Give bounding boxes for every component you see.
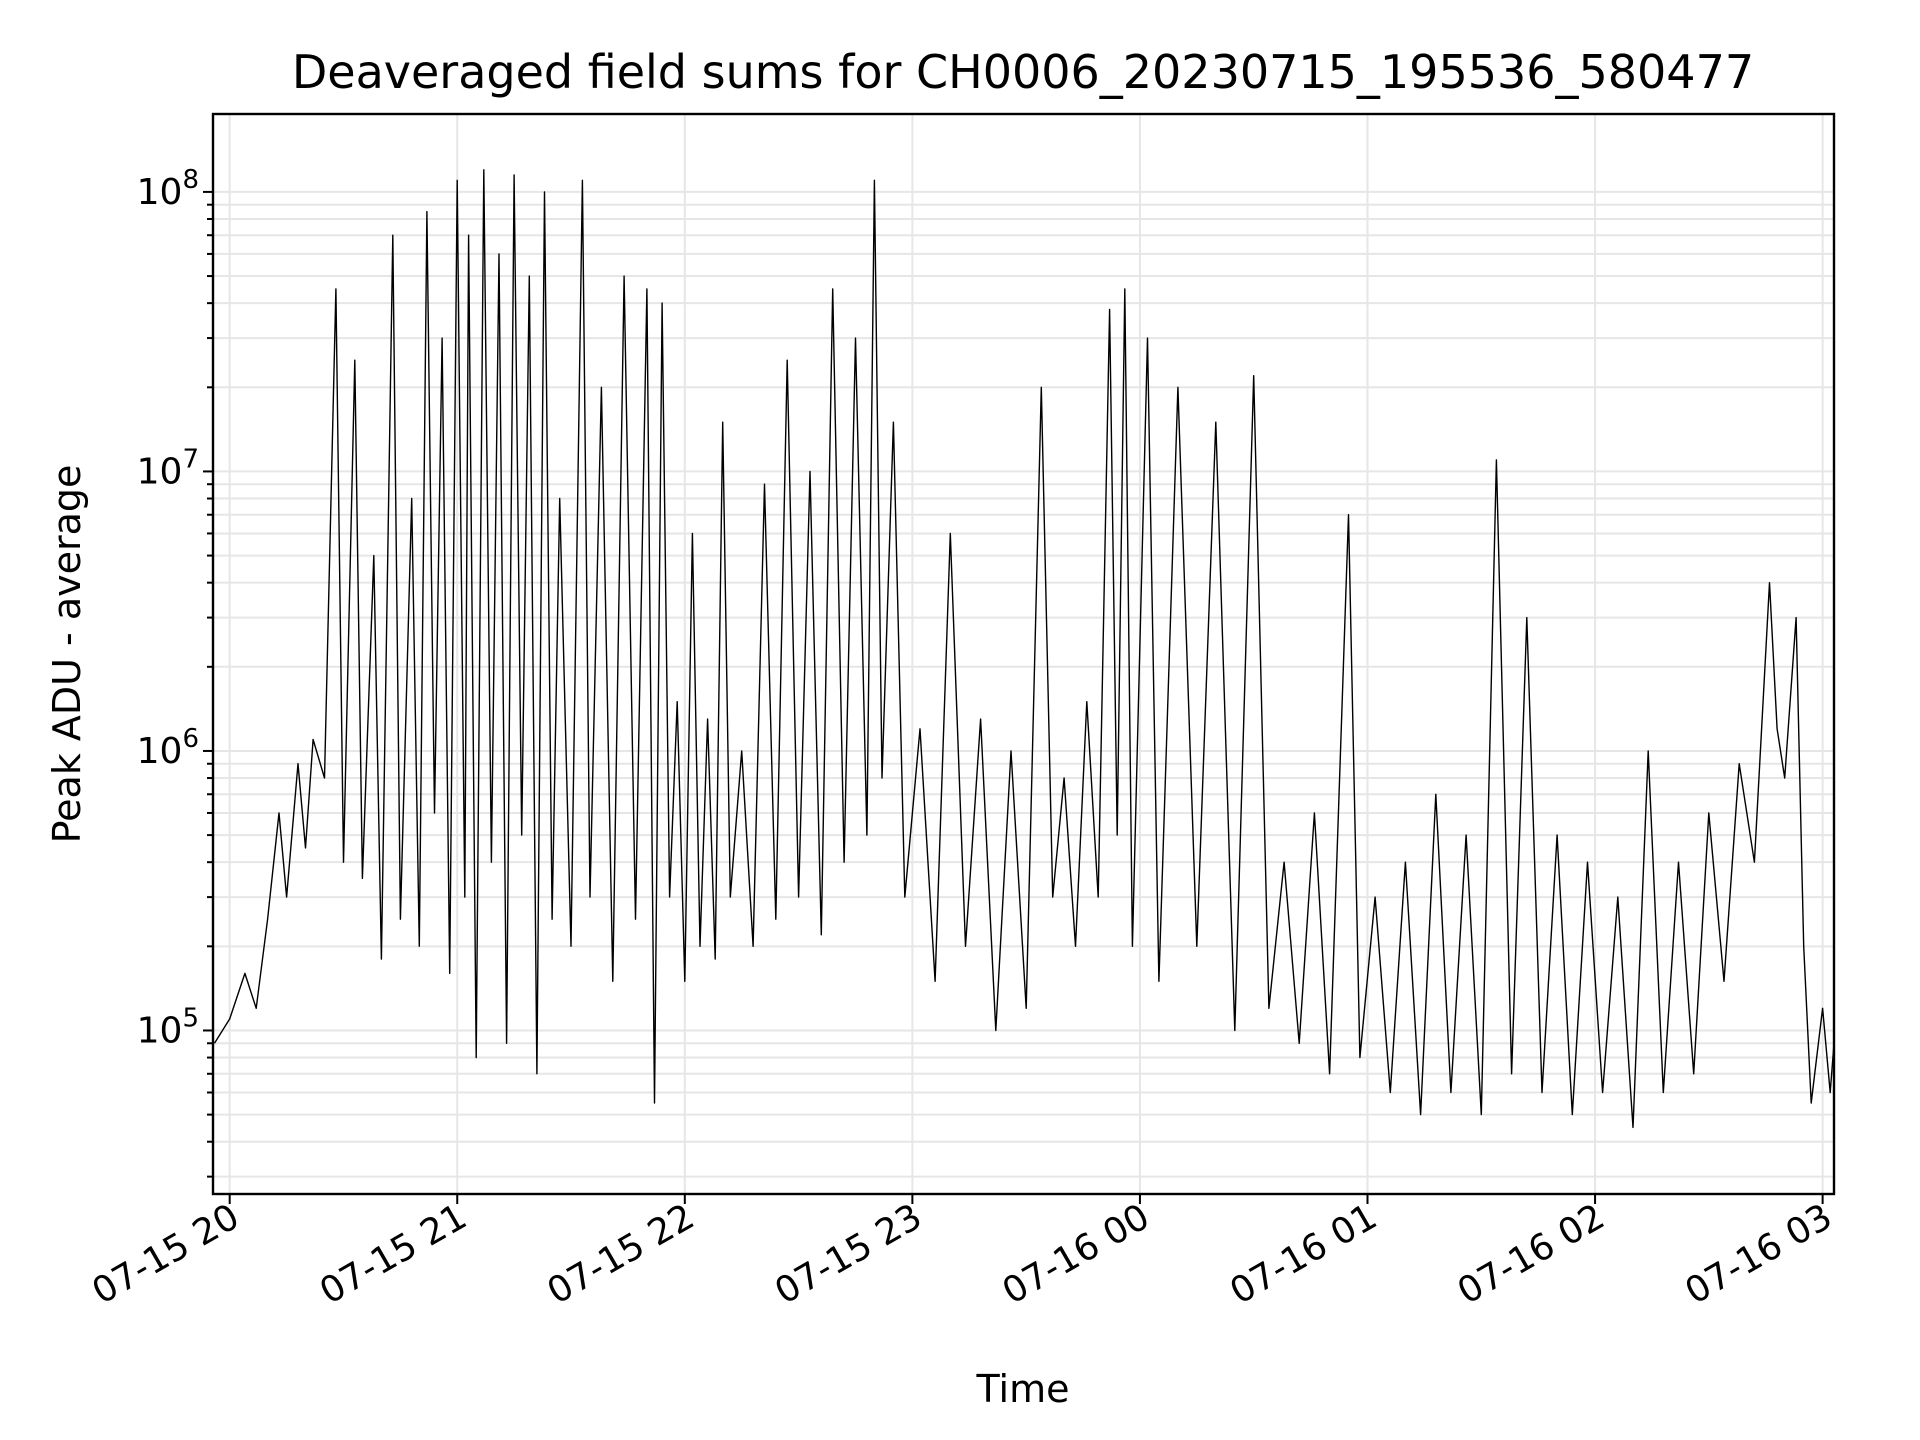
y-tick-label: 108 (137, 165, 199, 213)
grid (213, 114, 1834, 1194)
x-tick-label: 07-15 20 (86, 1196, 247, 1312)
plot-frame (211, 112, 1836, 1196)
series-line (213, 169, 1835, 1129)
y-axis-label: Peak ADU - average (45, 465, 89, 844)
x-tick-label: 07-16 03 (1678, 1196, 1839, 1312)
y-tick-label: 106 (137, 724, 199, 772)
y-tick-label: 105 (137, 1003, 199, 1051)
x-tick-label: 07-15 23 (768, 1196, 929, 1312)
x-axis: 07-15 20 07-15 21 07-15 22 07-15 23 07-16 00… (86, 1194, 1839, 1313)
x-tick-label: 07-16 00 (996, 1196, 1157, 1312)
x-tick-label: 07-15 22 (541, 1196, 702, 1312)
y-tick-label: 107 (137, 444, 199, 492)
chart-title: Deaveraged field sums for CH0006_2023071… (292, 45, 1754, 99)
y-axis: 105 106 107 108 (137, 165, 213, 1178)
x-axis-label: Time (976, 1367, 1070, 1411)
x-tick-label: 07-16 02 (1451, 1196, 1612, 1312)
x-tick-label: 07-16 01 (1223, 1196, 1384, 1312)
x-tick-label: 07-15 21 (313, 1196, 474, 1312)
